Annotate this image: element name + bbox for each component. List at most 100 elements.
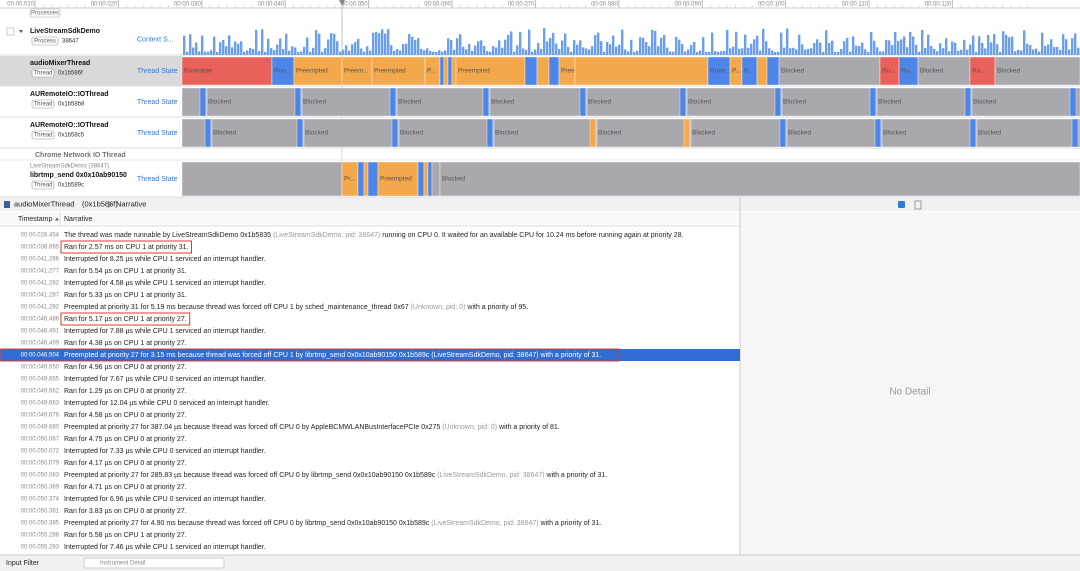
context-bar xyxy=(450,40,453,55)
narrative-rest: with a priority of 31. xyxy=(539,520,602,527)
context-bar xyxy=(246,50,249,55)
doc-icon[interactable] xyxy=(914,200,922,210)
timestamp: 00:00.049.663 xyxy=(21,401,60,407)
context-bar xyxy=(792,47,795,55)
context-bar xyxy=(585,48,588,55)
context-bar xyxy=(681,43,684,55)
filter-field[interactable] xyxy=(83,557,225,569)
context-bar xyxy=(456,38,459,55)
narrative: Interrupted for 4.58 µs while CPU 1 serv… xyxy=(64,280,266,287)
context-bar xyxy=(939,43,942,55)
breadcrumb-id[interactable]: (0x1b586f) xyxy=(82,199,118,208)
state-label: Blocked xyxy=(442,176,466,183)
ruler-label: 00:00.100 xyxy=(758,2,785,8)
context-bar xyxy=(438,50,441,55)
context-bar xyxy=(702,37,705,55)
context-bar xyxy=(885,40,888,55)
context-bar xyxy=(204,51,207,55)
context-bar xyxy=(345,45,348,55)
context-bar xyxy=(1017,49,1020,55)
narrative: Ran for 5.58 µs on CPU 1 at priority 27. xyxy=(64,532,187,539)
track-id: 0x1b58b8 xyxy=(58,102,85,108)
state-segment xyxy=(296,118,304,148)
narrative-text: Ran for 4.96 µs on CPU 0 at priority 27. xyxy=(64,364,187,371)
tag-label: Thread xyxy=(33,71,52,77)
context-bar xyxy=(360,48,363,55)
context-bar xyxy=(183,35,186,55)
context-bar xyxy=(804,49,807,55)
column-header[interactable]: Narrative xyxy=(64,216,93,223)
state-label: Blocked xyxy=(495,130,519,137)
narrative-text: Preempted at priority 27 for 4.90 ms bec… xyxy=(64,520,431,527)
context-bar xyxy=(516,45,519,55)
timestamp: 00:00.050.079 xyxy=(21,461,60,467)
narrative: Ran for 1.29 µs on CPU 0 at priority 27. xyxy=(64,388,187,395)
context-bar xyxy=(525,49,528,55)
context-bar xyxy=(465,49,468,55)
context-bar xyxy=(768,48,771,55)
narrative-text: Ran for 5.33 µs on CPU 1 at priority 31. xyxy=(64,292,187,299)
filter-placeholder[interactable]: Instrument Detail xyxy=(100,561,145,567)
tag xyxy=(31,36,59,46)
context-bar xyxy=(453,49,456,55)
context-bar xyxy=(957,50,960,55)
state-segment xyxy=(417,161,425,197)
state-segment xyxy=(389,87,397,117)
context-bar xyxy=(1068,49,1071,55)
context-bar xyxy=(225,46,228,55)
inspector-icon[interactable] xyxy=(898,201,905,208)
narrative: Preempted at priority 27 for 285.83 µs b… xyxy=(64,472,607,479)
context-bar xyxy=(615,46,618,55)
context-bar xyxy=(786,28,789,55)
context-bar xyxy=(621,29,624,55)
timestamp: 00:00.049.650 xyxy=(21,365,60,371)
timestamp: 00:00.055.288 xyxy=(21,533,60,539)
context-bar xyxy=(369,50,372,55)
context-bar xyxy=(351,44,354,55)
tag-label: Thread xyxy=(33,102,52,108)
timestamp: 00:00.050.369 xyxy=(21,485,60,491)
state-segment xyxy=(585,87,588,117)
context-bar xyxy=(498,40,501,55)
context-bar xyxy=(873,40,876,55)
timestamp: 00:00.049.676 xyxy=(21,413,60,419)
context-bar xyxy=(825,30,828,55)
narrative: Interrupted for 6.96 µs while CPU 0 serv… xyxy=(64,496,266,503)
context-bar xyxy=(273,50,276,55)
context-bar xyxy=(1014,51,1017,55)
context-bar xyxy=(927,34,930,55)
narrative-text: Ran for 3.83 µs on CPU 0 at priority 27. xyxy=(64,508,187,515)
context-bar xyxy=(954,42,957,55)
state-segment xyxy=(589,118,597,148)
context-bar xyxy=(1074,33,1077,55)
context-bar xyxy=(591,46,594,55)
context-bar xyxy=(354,42,357,55)
instrument-name: Context S... xyxy=(137,36,174,43)
context-bar xyxy=(969,44,972,55)
narrative-note: (LiveStreamSdkDemo, pid: 38647) xyxy=(273,232,380,239)
context-bar xyxy=(531,51,534,55)
context-bar xyxy=(231,47,234,55)
context-bar xyxy=(861,42,864,55)
context-bar xyxy=(1023,30,1026,55)
context-bar xyxy=(534,49,537,55)
timestamp: 00:00.041.292 xyxy=(21,305,60,311)
timestamp: 00:00.046.491 xyxy=(21,329,60,335)
breadcrumb-view[interactable]: Narrative xyxy=(116,199,146,208)
context-bar xyxy=(222,39,225,55)
table-header xyxy=(0,212,740,226)
context-bar xyxy=(276,44,279,55)
context-bar xyxy=(714,51,717,55)
context-bar xyxy=(987,35,990,55)
state-segment xyxy=(423,161,429,197)
context-bar xyxy=(696,51,699,55)
timestamp: 00:00.041.277 xyxy=(21,269,60,275)
narrative-note: (LiveStreamSdkDemo, pid: 38647) xyxy=(431,520,538,527)
track-name: Chrome Network IO Thread xyxy=(35,152,126,159)
column-header[interactable]: Timestamp xyxy=(18,216,52,223)
context-bar xyxy=(846,37,849,55)
breadcrumb-thread[interactable]: audioMixerThread xyxy=(14,199,74,208)
narrative-text: Ran for 5.58 µs on CPU 1 at priority 27. xyxy=(64,532,187,539)
context-bar xyxy=(897,40,900,55)
context-bar xyxy=(381,29,384,55)
